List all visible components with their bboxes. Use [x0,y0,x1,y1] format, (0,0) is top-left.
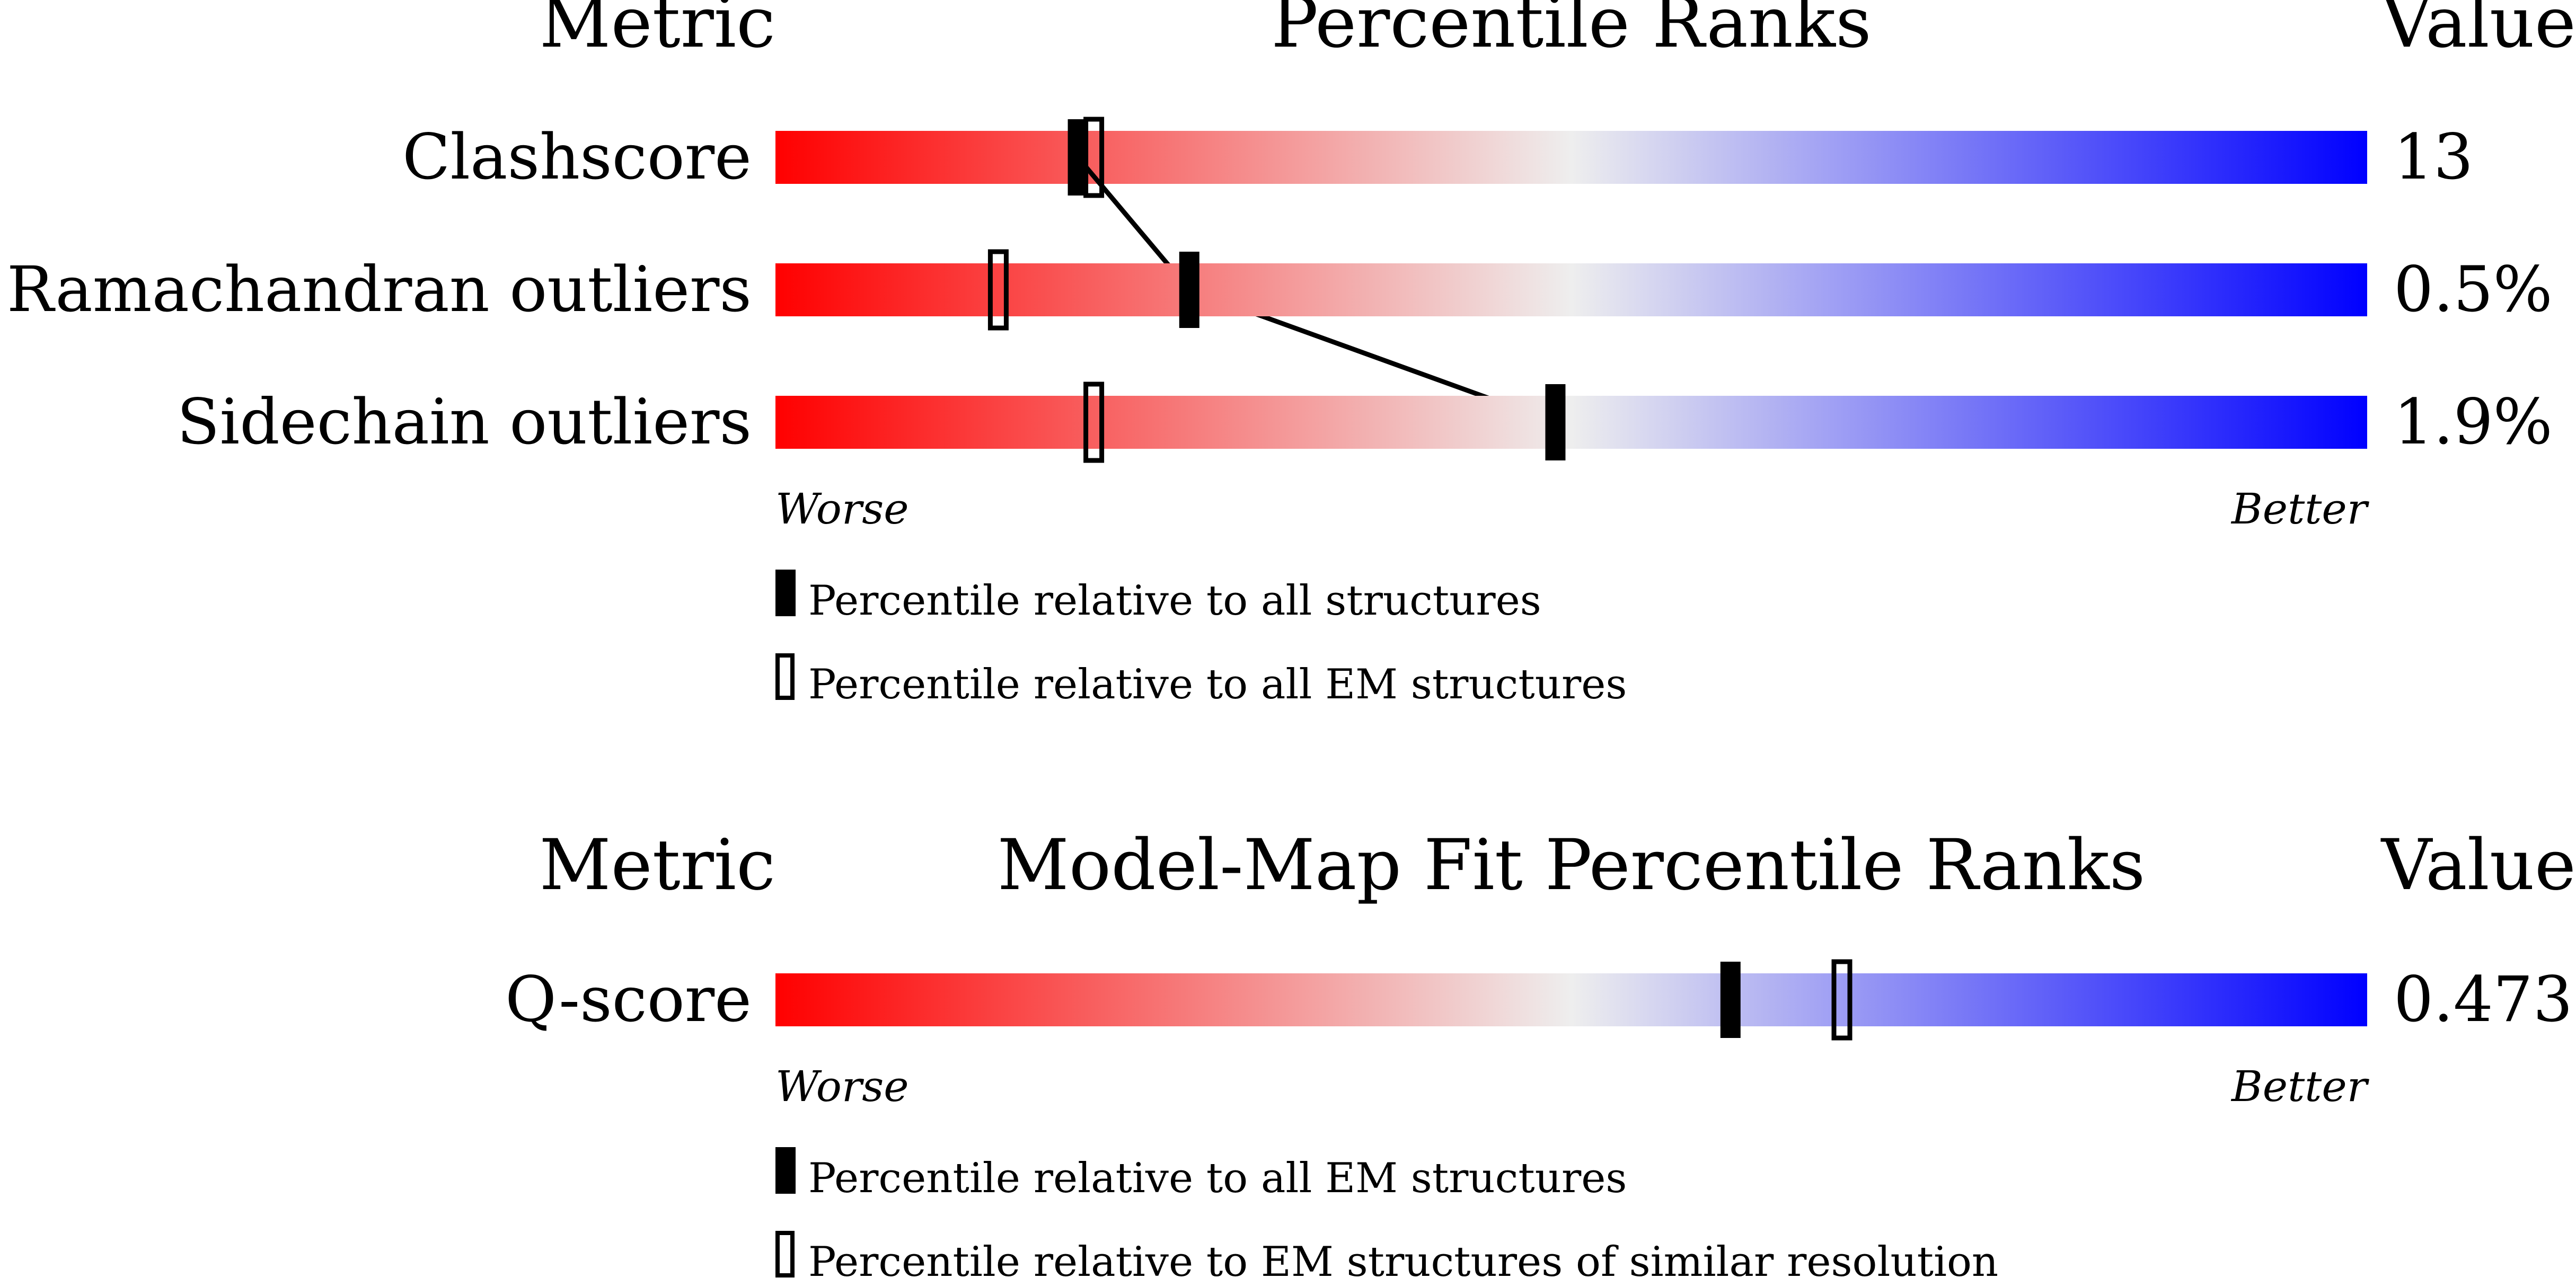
metric-label: Q-score [505,963,752,1036]
legend-filled-label: Percentile relative to all structures [808,577,1541,625]
metric-value: 1.9% [2394,385,2553,458]
chart-title: Percentile Ranks [1271,0,1872,64]
worse-label: Worse [775,1062,909,1111]
legend-filled-marker [775,1147,796,1194]
metric-value: 13 [2394,120,2473,193]
filled-percentile-marker [1068,119,1088,196]
legend-filled-label: Percentile relative to all EM structures [808,1155,1627,1202]
metric-label: Sidechain outliers [177,385,752,458]
open-percentile-marker [1831,959,1852,1041]
value-column-header: Value [2380,0,2576,64]
metric-value: 0.5% [2394,253,2553,326]
worse-label: Worse [775,484,909,534]
legend-open-marker [775,1231,795,1277]
legend-open-label: Percentile relative to all EM structures [808,661,1627,708]
metric-column-header: Metric [539,824,775,906]
percentile-bar [775,131,2367,184]
open-percentile-marker [1083,381,1105,463]
better-label: Better [2230,1062,2370,1111]
filled-percentile-marker [1545,384,1566,460]
metric-label: Ramachandran outliers [7,253,752,326]
legend-open-label: Percentile relative to EM structures of … [808,1238,1998,1278]
value-column-header: Value [2380,824,2576,906]
percentile-bar [775,396,2367,449]
filled-percentile-marker [1179,252,1199,328]
better-label: Better [2230,484,2370,534]
percentile-bar [775,263,2367,316]
open-percentile-marker [987,249,1009,331]
metric-column-header: Metric [539,0,775,64]
legend-open-marker [775,653,795,700]
metric-label: Clashscore [402,120,752,193]
percentile-bar [775,973,2367,1026]
chart-title: Model-Map Fit Percentile Ranks [998,824,2146,906]
legend-filled-marker [775,570,796,616]
metric-value: 0.473 [2394,963,2573,1036]
filled-percentile-marker [1720,962,1741,1038]
